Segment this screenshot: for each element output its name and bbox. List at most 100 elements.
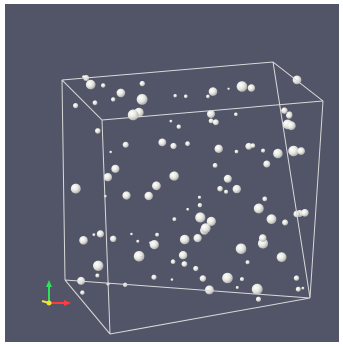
particle-sphere	[224, 189, 229, 194]
particle-sphere	[158, 138, 167, 147]
particle-sphere	[206, 94, 210, 99]
particle-sphere	[214, 144, 223, 153]
particle-sphere	[245, 142, 253, 150]
particle-sphere	[193, 234, 202, 243]
particle-sphere	[255, 296, 262, 302]
particle-sphere	[301, 209, 309, 217]
particle-sphere	[92, 100, 98, 106]
particle-sphere	[93, 260, 104, 271]
render-viewport[interactable]	[5, 4, 339, 342]
particle-sphere	[169, 119, 173, 123]
particle-sphere	[110, 235, 117, 242]
particle-sphere	[266, 214, 277, 225]
particle-sphere	[136, 239, 140, 243]
particle-sphere	[227, 87, 230, 91]
particle-sphere	[130, 232, 133, 236]
particle-sphere	[286, 112, 293, 119]
particle-sphere	[207, 110, 215, 118]
particle-sphere	[169, 171, 179, 181]
particle-sphere	[212, 163, 218, 168]
particle-sphere	[116, 88, 126, 98]
particle-sphere	[151, 274, 157, 280]
particle-sphere	[186, 207, 190, 211]
particle-sphere	[222, 272, 233, 284]
particle-sphere	[262, 196, 268, 202]
particle-sphere	[235, 243, 247, 255]
box-edge	[109, 297, 311, 335]
particle-sphere	[295, 286, 301, 292]
z-axis-arrow	[46, 280, 52, 287]
particle-sphere	[103, 173, 113, 182]
particle-sphere	[184, 94, 188, 99]
particle-sphere	[133, 251, 145, 262]
particle-sphere	[195, 212, 206, 223]
particle-sphere	[155, 232, 160, 237]
3d-scene[interactable]	[5, 4, 339, 342]
particle-sphere	[109, 150, 112, 154]
particle-sphere	[170, 259, 176, 264]
box-edge	[101, 119, 111, 335]
particle-sphere	[111, 164, 120, 173]
particle-sphere	[240, 277, 244, 282]
box-edge	[61, 79, 103, 121]
x-axis-arrow	[64, 300, 71, 306]
particle-sphere	[261, 148, 266, 153]
particle-sphere	[208, 118, 214, 124]
particle-sphere	[95, 273, 100, 278]
particle-sphere	[172, 217, 177, 222]
particle-sphere	[234, 112, 238, 117]
particle-sphere	[212, 119, 219, 126]
particle-sphere	[185, 141, 191, 147]
particle-sphere	[217, 185, 223, 192]
particle-sphere	[204, 285, 214, 295]
particle-sphere	[301, 286, 305, 290]
particle-sphere	[282, 219, 289, 226]
particle-sphere	[253, 203, 264, 214]
particle-sphere	[139, 254, 143, 258]
particle-sphere	[122, 191, 131, 200]
particle-sphere	[281, 107, 288, 114]
particle-sphere	[247, 84, 256, 92]
box-edge	[61, 79, 66, 281]
particle-sphere	[297, 147, 306, 155]
particle-sphere	[122, 141, 129, 148]
particle-sphere	[232, 184, 241, 194]
box-edge	[61, 61, 274, 81]
particle-sphere	[258, 234, 267, 242]
particle-sphere	[136, 94, 148, 105]
particle-sphere	[96, 230, 104, 238]
particle-sphere	[101, 83, 106, 88]
particle-sphere	[245, 260, 250, 265]
particle-sphere	[79, 236, 88, 245]
particle-sphere	[127, 109, 139, 121]
particle-sphere	[178, 251, 188, 260]
particle-sphere	[139, 80, 145, 87]
bounding-box-outline	[61, 61, 324, 335]
particle-sphere	[152, 181, 161, 191]
box-edge	[64, 279, 111, 335]
particle-sphere	[173, 94, 177, 98]
particle-sphere	[193, 265, 199, 272]
particle-sphere	[199, 275, 207, 282]
particle-sphere	[80, 290, 85, 295]
particle-sphere	[73, 103, 79, 109]
particle-sphere	[92, 233, 96, 237]
particle-sphere	[263, 160, 271, 168]
particle-sphere	[70, 183, 81, 194]
particle-sphere	[288, 145, 299, 157]
particle-sphere	[181, 261, 188, 267]
particle-sphere	[276, 252, 287, 263]
particle-sphere	[250, 143, 256, 148]
particle-sphere	[85, 79, 96, 90]
orientation-axes-icon	[41, 280, 71, 306]
particle-sphere	[149, 240, 159, 250]
box-edge	[64, 279, 311, 299]
particle-sphere	[223, 174, 232, 183]
particle-sphere	[197, 195, 202, 199]
particle-sphere	[286, 121, 296, 131]
particle-sphere	[234, 149, 239, 154]
particle-spheres	[70, 75, 309, 302]
particle-sphere	[206, 216, 216, 226]
particle-sphere	[236, 81, 248, 92]
